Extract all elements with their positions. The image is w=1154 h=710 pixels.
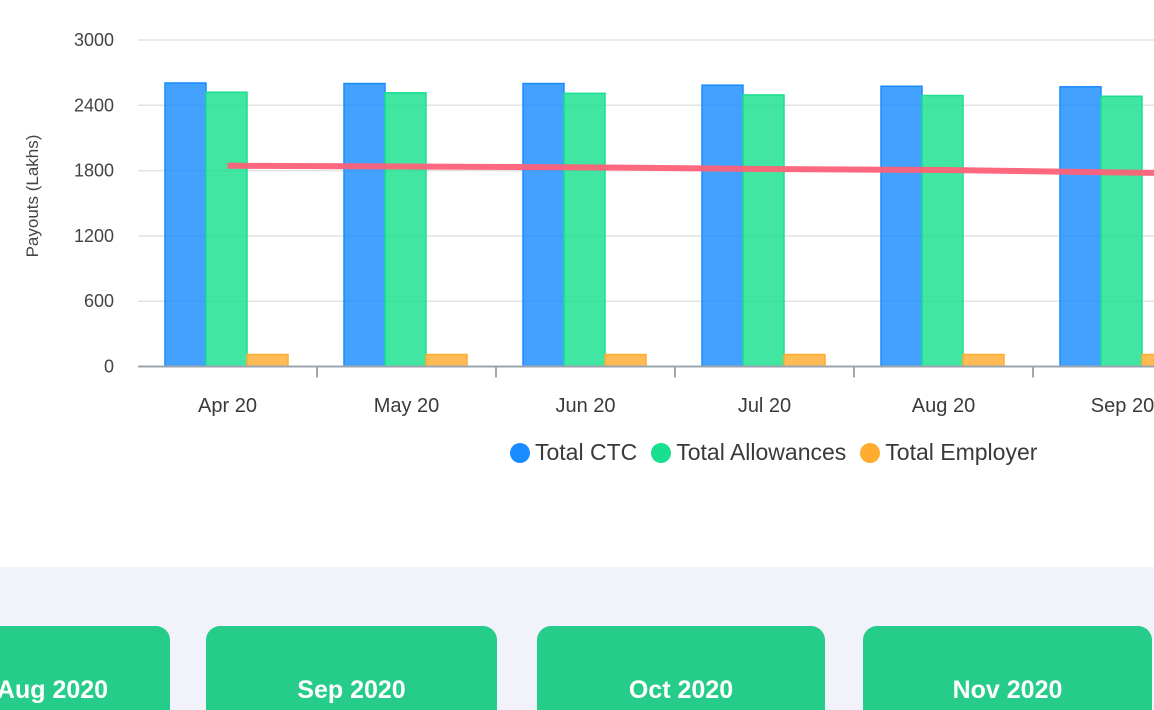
y-tick-label: 600 [84, 291, 114, 311]
line-series [227, 162, 1154, 176]
legend-dot-icon [510, 442, 530, 463]
legend-item-total-ctc[interactable]: Total CTC [510, 439, 637, 466]
bar-total-ctc [1059, 86, 1102, 368]
legend-item-total-employer[interactable]: Total Employer [860, 439, 1037, 466]
bar-total-employer [962, 353, 1005, 368]
x-tick-label: Jul 20 [738, 395, 791, 417]
bar-total-ctc [522, 82, 565, 368]
month-card-label: Sep 2020 [297, 676, 406, 704]
payouts-chart: 0 600 1200 1800 2400 3000 Payouts (Lakhs) Apr 2… [23, 30, 1154, 417]
bar-total-allowances [1100, 95, 1143, 368]
bar-total-employer [425, 353, 468, 368]
month-card-label: Nov 2020 [952, 676, 1063, 704]
month-card[interactable]: Nov 2020 [863, 626, 1152, 710]
month-card[interactable]: Sep 2020 [206, 626, 497, 710]
x-tick-label: Sep 20 [1091, 395, 1154, 417]
month-card[interactable]: Aug 2020 [0, 626, 170, 710]
bar-total-ctc [701, 84, 744, 368]
bar-total-employer [604, 353, 647, 368]
bar-total-employer [1141, 353, 1154, 368]
month-card-label: Oct 2020 [628, 676, 734, 704]
x-tick-label: Aug 20 [912, 395, 975, 417]
bar-total-ctc [343, 82, 386, 368]
y-tick-label: 1800 [74, 161, 114, 181]
legend-label: Total Allowances [676, 439, 847, 465]
x-tick-label: Apr 20 [198, 395, 257, 417]
legend-dot-icon [860, 442, 881, 463]
month-card-label: Aug 2020 [0, 676, 109, 704]
bar-total-ctc [164, 82, 207, 368]
bar-total-employer [783, 353, 826, 368]
y-axis-label: Payouts (Lakhs) [23, 135, 42, 258]
bar-total-allowances [921, 94, 964, 368]
bar-total-employer [246, 353, 289, 368]
x-tick-label: May 20 [374, 395, 440, 417]
month-cards-section: Aug 2020 Sep 2020 Oct 2020 Nov 2020 [0, 567, 1154, 710]
legend-dot-icon [651, 442, 672, 463]
month-card[interactable]: Oct 2020 [537, 626, 825, 710]
legend-label: Total CTC [535, 439, 638, 465]
y-tick-label: 3000 [74, 30, 114, 50]
legend-label: Total Employer [885, 439, 1038, 465]
y-tick-label: 1200 [74, 226, 114, 246]
bar-total-allowances [384, 92, 427, 368]
bar-total-allowances [742, 94, 785, 368]
x-tick-label: Jun 20 [555, 395, 615, 417]
y-tick-label: 2400 [74, 95, 114, 115]
legend-item-total-allowances[interactable]: Total Allowances [651, 439, 846, 466]
chart-legend: Total CTC Total Allowances Total Employe… [510, 439, 1037, 466]
bar-total-ctc [880, 85, 923, 368]
y-tick-label: 0 [104, 357, 114, 377]
bar-total-allowances [563, 92, 606, 368]
bar-total-allowances [205, 91, 248, 368]
